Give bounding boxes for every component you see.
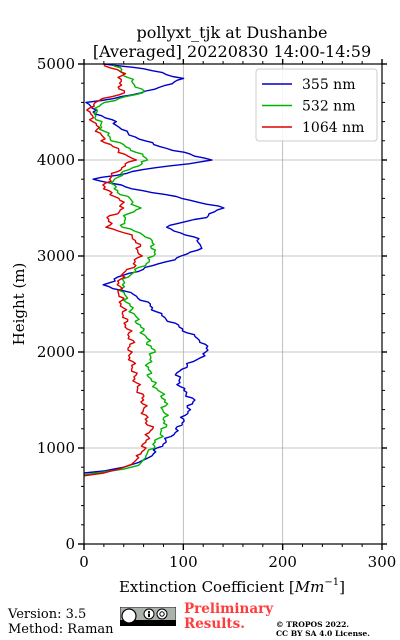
y-tick-label: 5000 xyxy=(37,55,75,73)
series-lines xyxy=(83,63,225,477)
chart-title-line2: [Averaged] 20220830 14:00-14:59 xyxy=(93,42,371,61)
y-axis-label: Height (m) xyxy=(10,263,28,346)
y-tick-label: 0 xyxy=(65,535,75,553)
y-tick-label: 3000 xyxy=(37,247,75,265)
chart-title-line1: pollyxt_tjk at Dushanbe xyxy=(136,23,327,42)
plot-frame xyxy=(83,63,383,545)
y-tick-label: 4000 xyxy=(37,151,75,169)
cc-badge-lower-bar xyxy=(120,620,176,626)
y-tick-label: 2000 xyxy=(37,343,75,361)
copyright-line1: © TROPOS 2022. xyxy=(276,620,350,629)
x-tick-label: 0 xyxy=(79,553,89,571)
series-line-532-nm xyxy=(83,64,169,476)
sa-icon-arrow xyxy=(159,611,165,617)
by-icon-body xyxy=(148,613,150,617)
method-text: Method: Raman xyxy=(8,622,114,637)
legend-box xyxy=(255,68,378,142)
cc-icon xyxy=(121,608,137,624)
series-line-1064-nm xyxy=(83,63,155,477)
preliminary-line2: Results. xyxy=(184,616,245,632)
legend-label: 1064 nm xyxy=(302,120,364,136)
legend-entries: 355 nm 532 nm 1064 nm xyxy=(262,77,364,136)
legend-label: 355 nm xyxy=(302,77,355,93)
extinction-chart: pollyxt_tjk at Dushanbe [Averaged] 20220… xyxy=(10,23,397,596)
legend-label: 532 nm xyxy=(302,99,355,115)
series-line-355-nm xyxy=(83,63,225,474)
version-text: Version: 3.5 xyxy=(8,607,87,622)
x-axis-label-suffix: ] xyxy=(339,578,345,596)
x-axis-label-exponent: −1 xyxy=(324,577,339,588)
y-tick-label: 1000 xyxy=(37,439,75,457)
sa-icon xyxy=(156,608,168,620)
copyright-note: © TROPOS 2022. CC BY SA 4.0 License. xyxy=(276,620,370,638)
x-axis-label: Extinction Coefficient [Mm−1] xyxy=(119,577,345,596)
x-tick-label: 200 xyxy=(268,553,297,571)
x-axis-label-prefix: Extinction Coefficient [ xyxy=(119,578,295,596)
x-tick-label: 300 xyxy=(368,553,397,571)
preliminary-line1: Preliminary xyxy=(184,601,274,617)
copyright-line2: CC BY SA 4.0 License. xyxy=(276,629,370,638)
by-icon-head xyxy=(147,610,151,614)
legend: 355 nm 532 nm 1064 nm xyxy=(255,68,378,142)
preliminary-results-note: Preliminary Results. xyxy=(184,602,273,632)
x-tick-label: 100 xyxy=(169,553,198,571)
cc-license-badge xyxy=(120,607,176,626)
x-axis-label-unit: Mm xyxy=(294,578,325,596)
